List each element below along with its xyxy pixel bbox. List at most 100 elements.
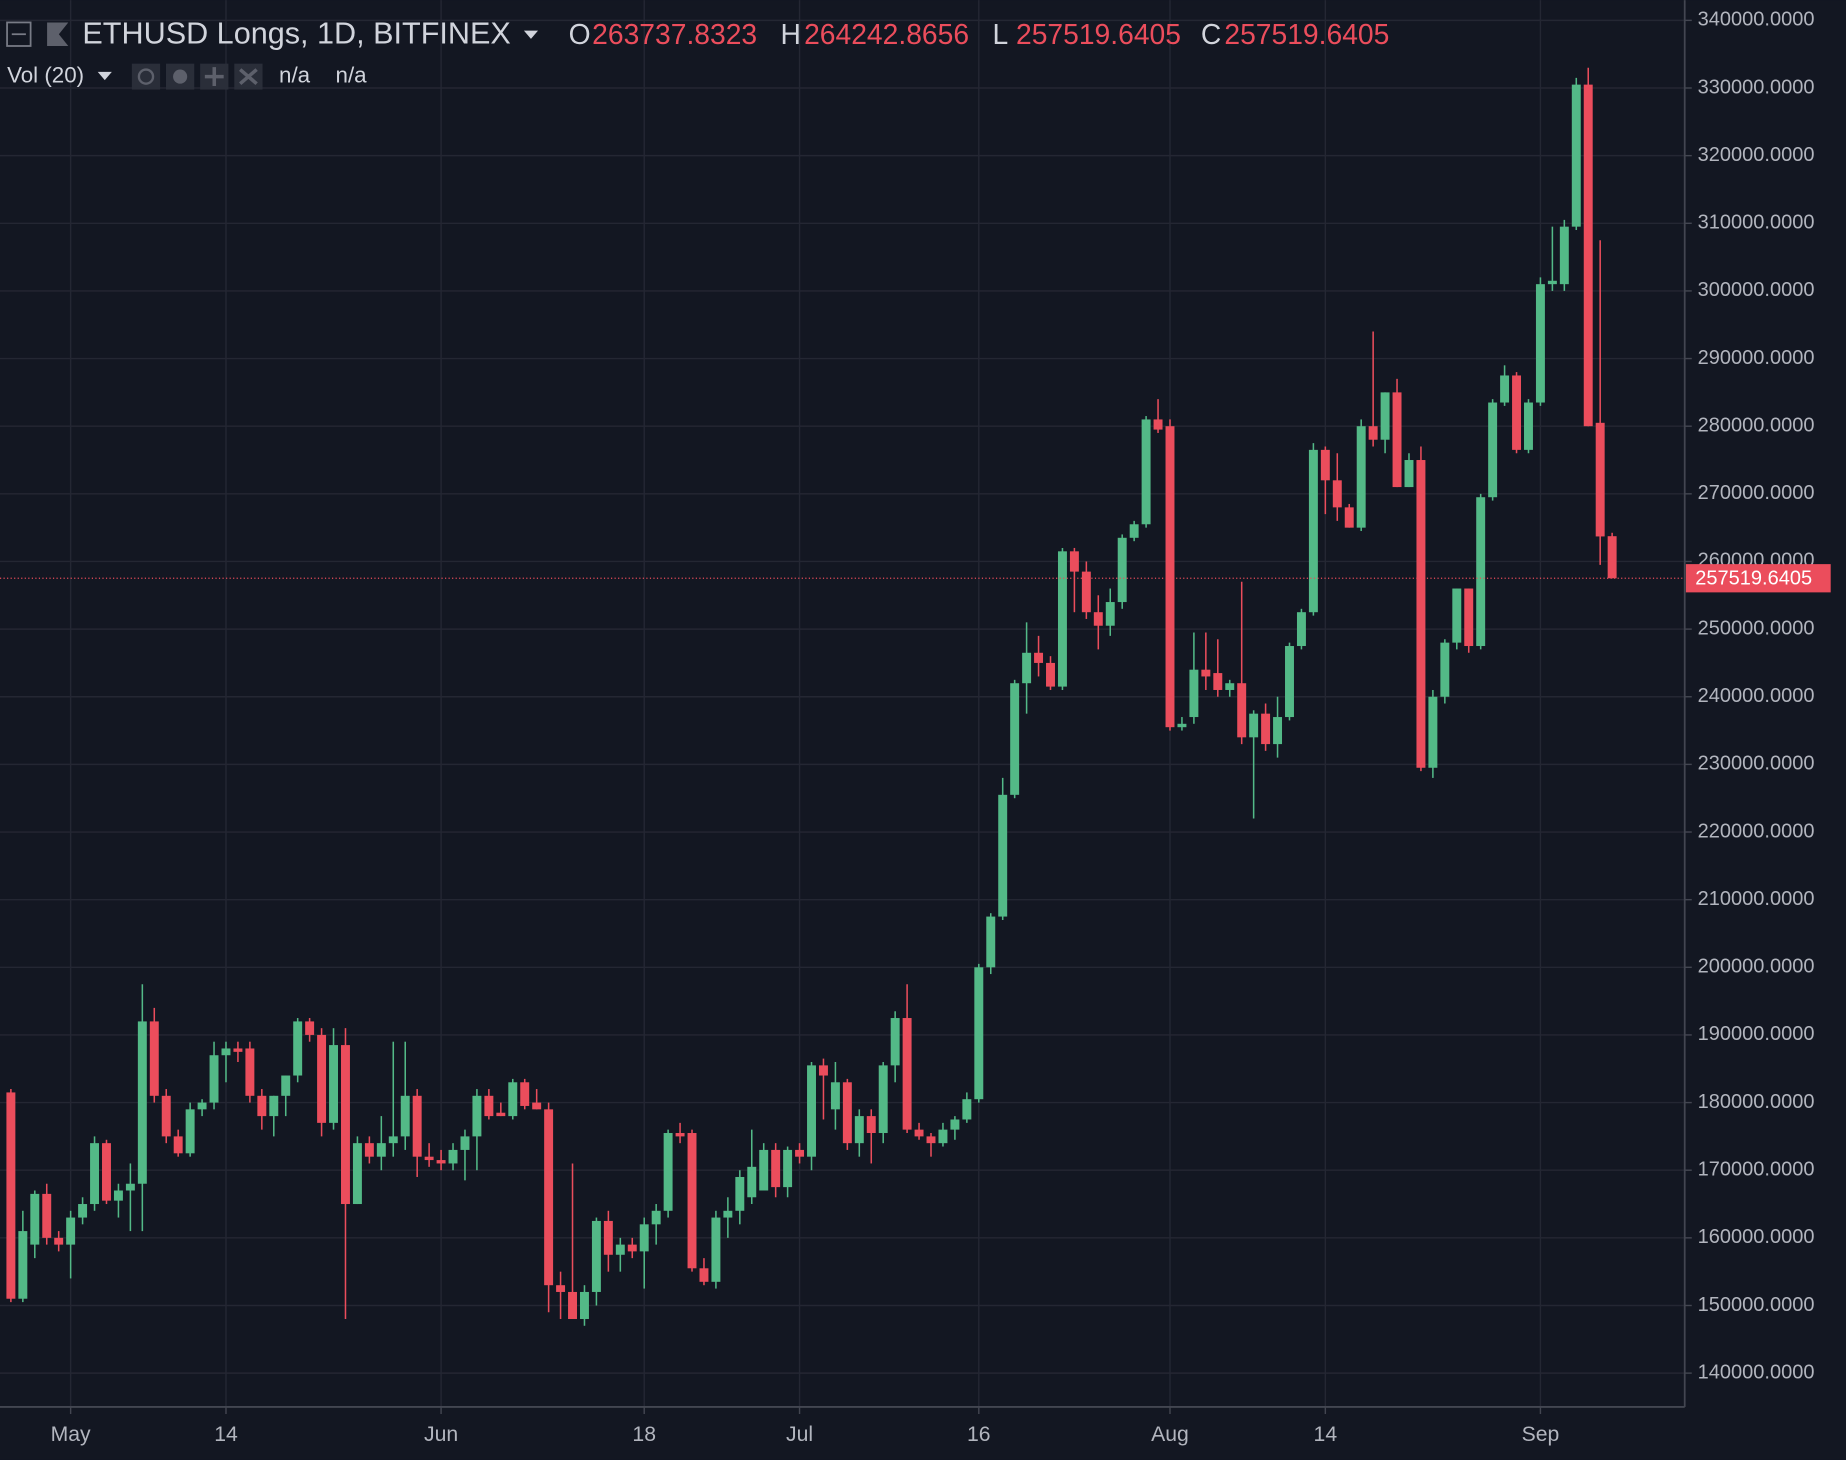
candle-body — [329, 1045, 339, 1123]
candle-body — [615, 1244, 625, 1255]
candle-body — [1189, 669, 1199, 718]
candle-body — [1476, 497, 1486, 647]
candle-body — [544, 1109, 554, 1286]
ohlc-value: 263737.8323 — [592, 18, 757, 50]
candle-body — [1547, 280, 1557, 285]
candle-body — [890, 1018, 900, 1066]
candle-body — [233, 1048, 243, 1052]
candle-body — [1380, 392, 1390, 440]
indicator-value: n/a — [336, 63, 368, 88]
candle-body — [54, 1237, 64, 1245]
candle-body — [1512, 375, 1522, 450]
candle-body — [1081, 571, 1091, 613]
candle-body — [400, 1095, 410, 1137]
indicator-dropdown[interactable] — [97, 71, 112, 81]
x-tick-label: Sep — [1522, 1423, 1560, 1446]
candle-body — [1129, 524, 1139, 538]
candles — [0, 67, 1685, 1326]
x-tick-label: Jun — [424, 1423, 458, 1446]
candle-body — [1105, 602, 1115, 626]
symbol-dropdown[interactable] — [523, 30, 539, 39]
candle-body — [998, 794, 1008, 917]
candle-body — [42, 1193, 52, 1238]
candle-body — [795, 1149, 805, 1157]
candle-body — [424, 1156, 434, 1161]
candle-body — [1428, 696, 1438, 768]
candle-body — [1177, 723, 1187, 728]
candle-body — [1500, 375, 1510, 403]
candle-body — [364, 1143, 374, 1157]
y-tick-label: 320000.0000 — [1698, 144, 1815, 166]
x-tick-label: May — [51, 1423, 91, 1446]
candle-body — [149, 1021, 159, 1096]
collapse-button[interactable] — [6, 21, 32, 47]
x-tick-label: 16 — [967, 1423, 991, 1446]
candle-body — [508, 1082, 518, 1117]
candle-body — [807, 1065, 816, 1157]
y-tick-label: 170000.0000 — [1698, 1158, 1815, 1180]
x-tick-label: 14 — [214, 1423, 238, 1446]
candle-body — [914, 1129, 924, 1137]
indicator-title[interactable]: Vol (20) — [7, 63, 84, 88]
candle-body — [1022, 652, 1032, 684]
candle-body — [1416, 460, 1426, 768]
candle-body — [257, 1095, 267, 1117]
y-tick-label: 330000.0000 — [1698, 76, 1815, 98]
candle-body — [1237, 683, 1247, 738]
candle-body — [1320, 449, 1330, 481]
candle-body — [341, 1045, 350, 1205]
candle-body — [1249, 713, 1259, 738]
candle-body — [1201, 669, 1211, 677]
candle-body — [6, 1092, 16, 1299]
candle-body — [1524, 402, 1533, 450]
y-tick-label: 230000.0000 — [1698, 753, 1815, 775]
candle-body — [1535, 284, 1545, 403]
candle-body — [771, 1149, 781, 1188]
y-tick-label: 290000.0000 — [1698, 347, 1815, 369]
candle-body — [556, 1285, 566, 1292]
candle-body — [1488, 402, 1498, 498]
candle-body — [66, 1217, 76, 1245]
candle-body — [663, 1133, 673, 1211]
ohlc-label: L — [992, 18, 1008, 50]
candle-body — [830, 1082, 840, 1110]
candle-body — [1010, 683, 1020, 795]
candle-body — [113, 1190, 123, 1201]
candle-body — [281, 1075, 291, 1096]
candle-body — [1069, 551, 1079, 572]
candle-body — [1213, 673, 1223, 690]
y-tick-label: 160000.0000 — [1698, 1226, 1815, 1248]
candle-body — [735, 1176, 745, 1211]
candle-body — [902, 1018, 912, 1130]
candle-body — [1308, 449, 1318, 613]
y-tick-label: 200000.0000 — [1698, 956, 1815, 978]
candle-body — [1368, 426, 1378, 440]
candle-body — [78, 1204, 88, 1218]
candle-body — [1559, 226, 1569, 285]
visibility-button[interactable] — [131, 63, 161, 90]
grid — [0, 0, 1685, 1407]
candle-body — [532, 1102, 542, 1110]
candle-body — [974, 967, 984, 1100]
indicator-value: n/a — [279, 63, 311, 88]
candle-body — [269, 1095, 279, 1117]
candle-body — [1225, 683, 1235, 690]
candle-body — [376, 1143, 386, 1157]
candle-body — [854, 1116, 864, 1144]
ohlc-label: C — [1201, 18, 1221, 50]
candle-body — [472, 1095, 482, 1137]
x-tick-label: 14 — [1314, 1423, 1338, 1446]
symbol-title[interactable]: ETHUSD Longs, 1D, BITFINEX — [82, 16, 510, 50]
y-tick-label: 340000.0000 — [1698, 9, 1815, 31]
candle-body — [305, 1021, 315, 1035]
x-tick-label: Aug — [1151, 1423, 1189, 1446]
candle-body — [1452, 588, 1462, 643]
candle-body — [412, 1095, 422, 1157]
candle-body — [1034, 652, 1044, 663]
candle-body — [651, 1210, 661, 1225]
candle-body — [1440, 642, 1450, 697]
flag-icon — [47, 22, 69, 46]
candle-body — [866, 1116, 876, 1134]
settings-icon — [173, 69, 188, 84]
